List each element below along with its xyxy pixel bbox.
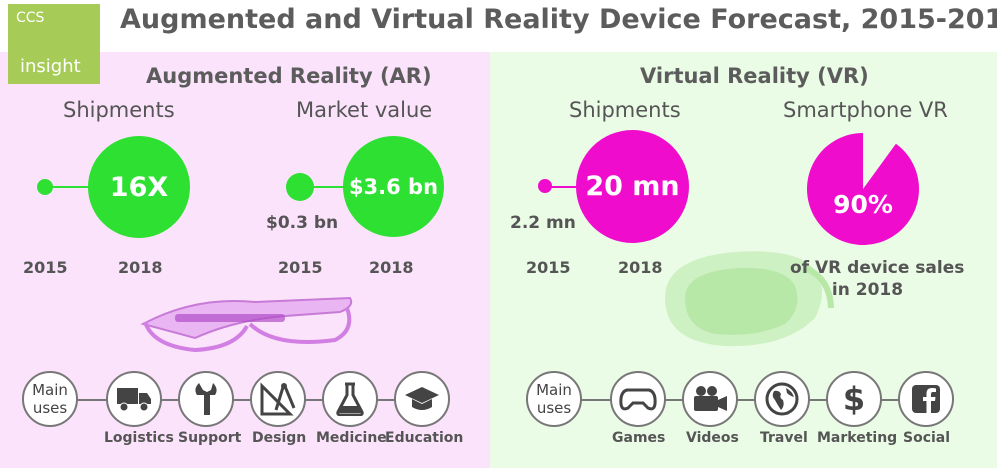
vr-use-label-marketing: Marketing (817, 430, 898, 446)
vr-use-social (898, 371, 954, 427)
ar-uses-header-line1: Main (32, 381, 68, 399)
vr-uses-line (555, 399, 935, 401)
ar-uses-header-line2: uses (32, 399, 68, 417)
vr-shipments-connector (545, 186, 590, 188)
ccs-insight-logo: CCS insight (8, 4, 100, 84)
vr-use-videos (682, 371, 738, 427)
drafting-tools-icon (260, 382, 296, 416)
vr-shipments-year-start: 2015 (526, 258, 571, 277)
ar-market-label: Market value (296, 98, 433, 122)
gamepad-icon (619, 388, 657, 411)
ar-use-education (394, 371, 450, 427)
ar-use-label-education: Education (385, 430, 464, 446)
video-camera-icon (694, 386, 727, 411)
vr-smartphone-pie-slice (807, 133, 919, 245)
vr-shipments-2018-circle: 20 mn (576, 130, 689, 243)
ar-glasses-image (140, 296, 353, 353)
ar-shipments-year-start: 2015 (23, 258, 68, 277)
graduation-cap-icon (405, 387, 439, 410)
ar-shipments-2015-dot (37, 179, 53, 195)
vr-use-label-travel: Travel (760, 430, 808, 446)
ar-market-year-start: 2015 (278, 258, 323, 277)
ar-shipments-label: Shipments (63, 98, 175, 122)
ar-market-2015-dot (286, 173, 314, 201)
ar-use-label-logistics: Logistics (104, 430, 174, 446)
ar-uses-header: Main uses (22, 371, 78, 427)
ar-use-label-medicine: Medicine (316, 430, 387, 446)
ar-use-medicine (322, 371, 378, 427)
vr-section-title: Virtual Reality (VR) (640, 64, 869, 88)
vr-shipments-start-value: 2.2 mn (510, 213, 576, 233)
vr-shipments-2015-dot (538, 179, 552, 193)
ar-use-design (250, 371, 306, 427)
ar-use-support (178, 371, 234, 427)
wrench-icon (195, 383, 217, 415)
ar-use-label-design: Design (252, 430, 307, 446)
facebook-icon (912, 385, 940, 413)
vr-smartphone-caption-line1: of VR device sales (790, 258, 965, 278)
ar-use-label-support: Support (178, 430, 242, 446)
ar-market-connector (298, 186, 348, 188)
vr-shipments-label: Shipments (569, 98, 681, 122)
logo-top-text: CCS (16, 10, 45, 26)
globe-icon (765, 382, 799, 416)
vr-smartphone-caption-line2: in 2018 (831, 280, 904, 300)
logo-bottom-text: insight (20, 56, 81, 77)
vr-headset-image (665, 251, 834, 347)
page-title: Augmented and Virtual Reality Device For… (120, 4, 997, 35)
dollar-icon: $ (842, 380, 866, 418)
vr-smartphone-value: 90% (833, 190, 893, 219)
vr-use-games (610, 371, 666, 427)
truck-icon (117, 388, 151, 412)
ar-shipments-2018-circle: 16X (88, 136, 190, 238)
ar-shipments-connector (44, 186, 94, 188)
ar-market-start-value: $0.3 bn (266, 213, 339, 233)
ar-use-logistics (106, 371, 162, 427)
vr-use-travel (754, 371, 810, 427)
vr-use-label-social: Social (903, 430, 951, 446)
ar-market-year-end: 2018 (369, 258, 414, 277)
vr-uses-header-line1: Main (536, 381, 572, 399)
vr-smartphone-label: Smartphone VR (783, 98, 948, 122)
ar-section-title: Augmented Reality (AR) (146, 64, 432, 88)
ar-uses-line (50, 399, 430, 401)
vr-use-marketing: $ (826, 371, 882, 427)
vr-use-label-videos: Videos (686, 430, 739, 446)
vr-uses-header: Main uses (526, 371, 582, 427)
flask-icon (336, 382, 364, 416)
vr-use-label-games: Games (612, 430, 666, 446)
ar-shipments-year-end: 2018 (118, 258, 163, 277)
ar-market-2018-circle: $3.6 bn (343, 136, 444, 237)
vr-smartphone-pie (807, 133, 919, 245)
vr-shipments-year-end: 2018 (618, 258, 663, 277)
vr-uses-header-line2: uses (536, 399, 572, 417)
